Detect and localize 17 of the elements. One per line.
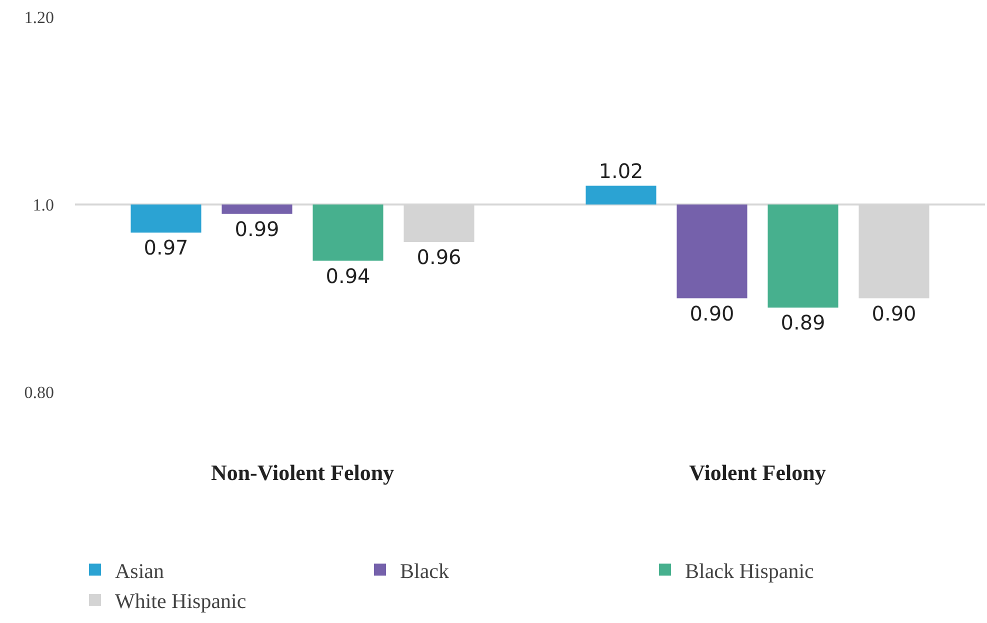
data-label: 0.90 [872,301,916,326]
x-tick-label: Violent Felony [689,460,826,485]
data-label: 0.97 [144,236,188,260]
data-label: 0.96 [416,245,462,269]
legend-label: Black [400,558,450,583]
data-label: 0.99 [234,216,280,241]
data-label: 0.94 [326,264,370,288]
data-label: 0.90 [690,301,734,326]
y-tick-label: 1.0 [32,195,54,214]
legend-label: White Hispanic [115,589,246,614]
y-tick-label: 0.80 [24,382,54,402]
data-label: 1.02 [598,158,644,183]
legend-label: Asian [115,558,164,583]
x-tick-label: Non-Violent Felony [210,460,394,485]
legend-label: Black Hispanic [685,558,814,583]
data-label: 0.89 [780,310,826,335]
y-tick-label: 1.20 [24,8,54,27]
